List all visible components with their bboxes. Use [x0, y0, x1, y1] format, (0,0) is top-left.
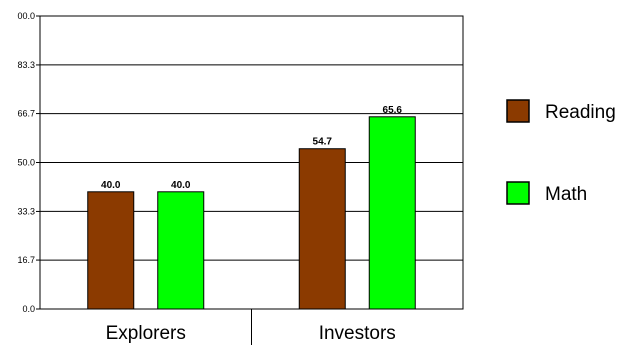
- legend: Reading Math: [506, 99, 616, 205]
- data-label: 40.0: [101, 180, 121, 191]
- bar-math-investors: [368, 116, 416, 310]
- data-label: 54.7: [313, 137, 333, 148]
- y-tick-label: 66.7: [17, 109, 35, 119]
- legend-swatch: [506, 99, 530, 123]
- axes: 0.0 16.7 33.3 50.0 66.7 83.3 00.0 Explorers Inve…: [17, 11, 464, 345]
- legend-swatch: [506, 181, 530, 205]
- bar-reading-investors: [298, 148, 346, 310]
- data-label: 65.6: [383, 105, 403, 116]
- y-tick-label: 83.3: [17, 60, 35, 70]
- y-tick-label: 50.0: [17, 158, 35, 168]
- bar-reading-explorers: [87, 191, 135, 310]
- data-label: 40.0: [171, 180, 191, 191]
- data-labels: 40.0 40.0 54.7 65.6: [101, 105, 402, 191]
- bar-math-explorers: [157, 191, 205, 310]
- legend-label: Reading: [545, 102, 616, 123]
- legend-label: Math: [545, 184, 587, 205]
- y-tick-label: 33.3: [17, 206, 35, 216]
- y-tick-label: 0.0: [22, 304, 35, 314]
- category-label: Investors: [319, 323, 396, 344]
- y-tick-label: 00.0: [17, 11, 35, 21]
- y-tick-label: 16.7: [17, 255, 35, 265]
- category-label: Explorers: [106, 323, 186, 344]
- bars: [87, 116, 416, 310]
